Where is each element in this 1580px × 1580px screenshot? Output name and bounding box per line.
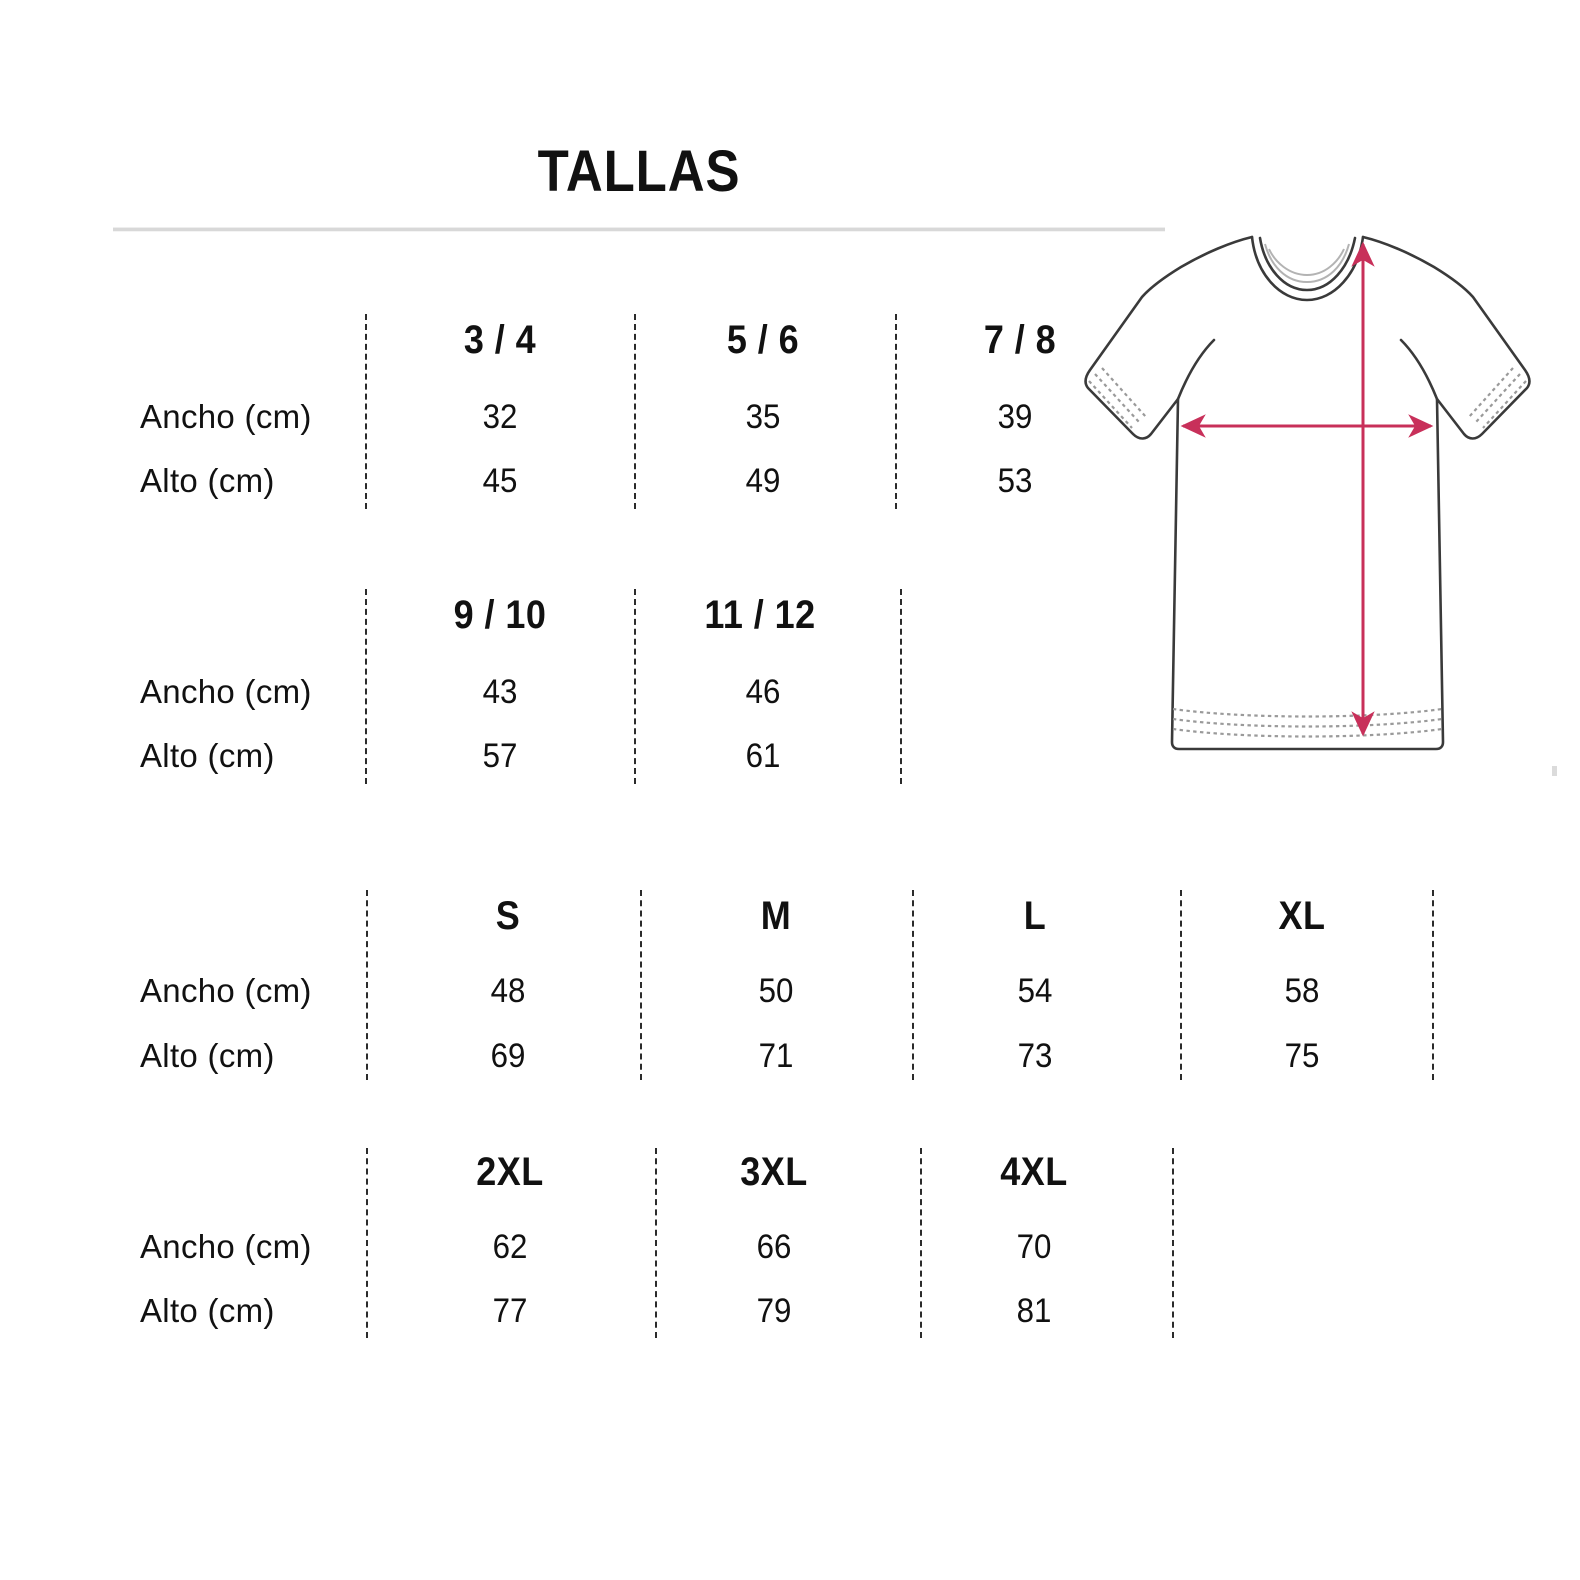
size-header: S — [495, 894, 521, 938]
page-title: TALLAS — [537, 139, 741, 204]
size-header: XL — [1278, 894, 1326, 938]
column-divider — [900, 589, 902, 784]
height-value: 71 — [758, 1037, 794, 1075]
column-divider — [640, 890, 642, 1080]
column-divider — [634, 589, 636, 784]
column-divider — [1432, 890, 1434, 1080]
column-divider — [365, 314, 367, 509]
row-label-alto: Alto (cm) — [140, 737, 275, 774]
column-divider — [912, 890, 914, 1080]
measurement-arrows — [1180, 241, 1434, 737]
collar-inner-lines — [1264, 243, 1350, 284]
row-label-ancho: Ancho (cm) — [140, 673, 312, 710]
size-header: L — [1023, 894, 1047, 938]
size-header: 4XL — [1000, 1150, 1068, 1194]
column-divider — [895, 314, 897, 509]
height-value: 69 — [490, 1037, 526, 1075]
garment-outline — [1084, 235, 1531, 751]
size-block-adult-plus: Ancho (cm) Alto (cm) 2XL 3XL 4XL 62 66 7… — [0, 1130, 1580, 1350]
size-block-adult-standard: Ancho (cm) Alto (cm) S M L XL 48 50 54 5… — [0, 872, 1580, 1092]
column-divider — [366, 1148, 368, 1338]
column-divider — [1172, 1148, 1174, 1338]
size-block-kids-small: Ancho (cm) Alto (cm) 3 / 4 5 / 6 7 / 8 3… — [0, 300, 1580, 520]
title-divider-rule — [113, 227, 1165, 232]
height-value: 77 — [492, 1292, 528, 1330]
size-header: 11 / 12 — [704, 593, 816, 637]
size-header: M — [760, 894, 792, 938]
height-value: 73 — [1017, 1037, 1053, 1075]
width-value: 32 — [482, 398, 518, 436]
column-divider — [366, 890, 368, 1080]
column-divider — [655, 1148, 657, 1338]
t-shirt-diagram — [1055, 222, 1560, 882]
width-value: 48 — [490, 972, 526, 1010]
size-header: 3XL — [740, 1150, 808, 1194]
size-header: 3 / 4 — [463, 318, 537, 362]
width-value: 66 — [756, 1228, 792, 1266]
width-value: 62 — [492, 1228, 528, 1266]
sleeve-cuff-stitching — [1088, 367, 1527, 429]
width-value: 58 — [1284, 972, 1320, 1010]
column-divider — [920, 1148, 922, 1338]
column-divider — [365, 589, 367, 784]
size-header: 9 / 10 — [453, 593, 547, 637]
stray-artifact-mark — [1552, 766, 1557, 776]
width-value: 46 — [745, 673, 781, 711]
width-value: 43 — [482, 673, 518, 711]
height-value: 45 — [482, 462, 518, 500]
size-header: 7 / 8 — [983, 318, 1057, 362]
column-divider — [634, 314, 636, 509]
width-value: 50 — [758, 972, 794, 1010]
row-label-alto: Alto (cm) — [140, 462, 275, 499]
row-label-ancho: Ancho (cm) — [140, 1228, 312, 1265]
size-block-kids-large: Ancho (cm) Alto (cm) 9 / 10 11 / 12 43 4… — [0, 575, 1580, 795]
height-value: 53 — [997, 462, 1033, 500]
height-value: 61 — [745, 737, 781, 775]
bottom-hem-stitching — [1172, 707, 1443, 738]
row-label-ancho: Ancho (cm) — [140, 972, 312, 1009]
height-value: 75 — [1284, 1037, 1320, 1075]
size-header: 5 / 6 — [726, 318, 800, 362]
height-value: 49 — [745, 462, 781, 500]
row-label-alto: Alto (cm) — [140, 1292, 275, 1329]
column-divider — [1180, 890, 1182, 1080]
width-value: 70 — [1016, 1228, 1052, 1266]
size-header: 2XL — [476, 1150, 544, 1194]
width-value: 54 — [1017, 972, 1053, 1010]
height-value: 79 — [756, 1292, 792, 1330]
height-value: 57 — [482, 737, 518, 775]
width-value: 35 — [745, 398, 781, 436]
height-value: 81 — [1016, 1292, 1052, 1330]
row-label-alto: Alto (cm) — [140, 1037, 275, 1074]
row-label-ancho: Ancho (cm) — [140, 398, 312, 435]
width-value: 39 — [997, 398, 1033, 436]
